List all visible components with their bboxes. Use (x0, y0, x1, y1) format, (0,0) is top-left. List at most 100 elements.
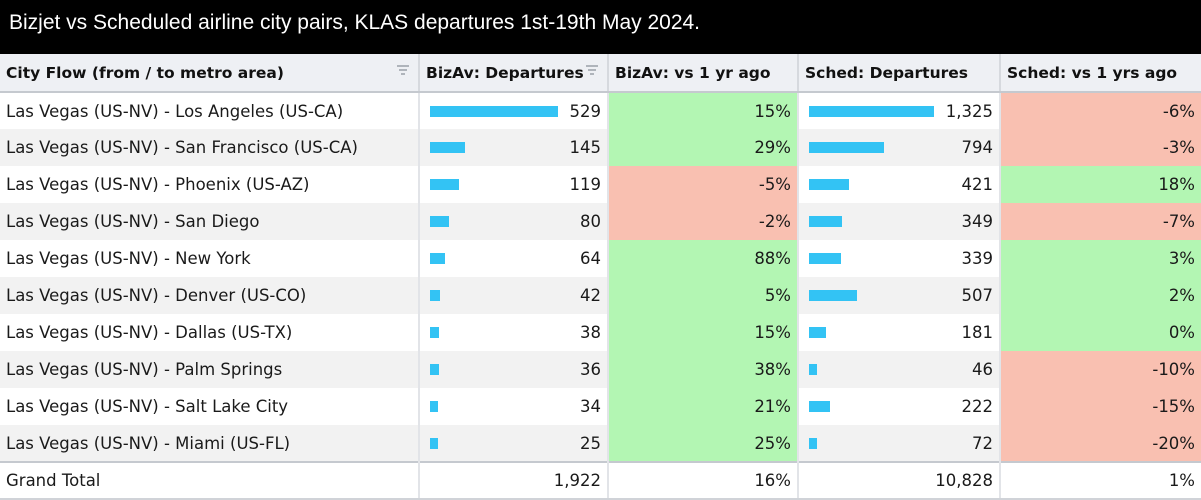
sched-departures-value: 349 (961, 212, 994, 231)
city-flow-cell: Las Vegas (US-NV) - Los Angeles (US-CA) (0, 92, 420, 129)
sched-vs-yr-cell: 3% (1000, 240, 1201, 277)
city-flow-cell: Las Vegas (US-NV) - San Diego (0, 203, 420, 240)
city-flow-cell: Las Vegas (US-NV) - New York (0, 240, 420, 277)
bizav-departures-bar (430, 364, 439, 375)
table-row[interactable]: Las Vegas (US-NV) - Los Angeles (US-CA) 5… (0, 92, 1201, 129)
table-row[interactable]: Las Vegas (US-NV) - Phoenix (US-AZ) 119 -5… (0, 166, 1201, 203)
bizav-vs-yr-cell: 15% (608, 92, 799, 129)
bizav-departures-cell: 145 (419, 129, 609, 166)
sched-departures-cell: 349 (798, 203, 1001, 240)
bizav-departures-value: 25 (580, 433, 601, 453)
sched-departures-bar (809, 253, 841, 264)
table-body: Las Vegas (US-NV) - Los Angeles (US-CA) 5… (0, 92, 1201, 462)
bizav-departures-bar (430, 216, 449, 227)
sched-departures-bar (809, 179, 849, 190)
column-header-sched-departures[interactable]: Sched: Departures (798, 54, 1001, 93)
bizav-vs-yr-cell: 21% (608, 388, 799, 425)
sched-departures-cell: 339 (798, 240, 1001, 277)
bizav-departures-value: 36 (580, 360, 601, 379)
sched-vs-yr-cell: -7% (1000, 203, 1201, 240)
column-header-bizav-vs-yr[interactable]: BizAv: vs 1 yr ago (608, 54, 799, 93)
bizav-departures-value: 64 (580, 249, 601, 268)
column-header-label: City Flow (from / to metro area) (6, 63, 284, 82)
sched-vs-yr-cell: -10% (1000, 351, 1201, 388)
bizav-vs-yr-cell: 29% (608, 129, 799, 166)
bizav-vs-yr-cell: -5% (608, 166, 799, 203)
city-flow-cell: Las Vegas (US-NV) - Salt Lake City (0, 388, 420, 425)
sched-departures-value: 72 (972, 433, 993, 453)
bizav-departures-bar (430, 438, 438, 449)
sched-vs-yr-cell: -6% (1000, 92, 1201, 129)
sched-departures-bar (809, 438, 817, 449)
sched-departures-cell: 72 (798, 425, 1001, 462)
bizav-departures-cell: 38 (419, 314, 609, 351)
sched-departures-value: 181 (961, 323, 994, 342)
table-row[interactable]: Las Vegas (US-NV) - Miami (US-FL) 25 25% 72… (0, 425, 1201, 462)
bizav-departures-cell: 36 (419, 351, 609, 388)
table-row[interactable]: Las Vegas (US-NV) - Palm Springs 36 38% 46-… (0, 351, 1201, 388)
sched-departures-cell: 46 (798, 351, 1001, 388)
sched-departures-cell: 421 (798, 166, 1001, 203)
table-row[interactable]: Las Vegas (US-NV) - Salt Lake City 34 21% 2… (0, 388, 1201, 425)
column-header-city-flow[interactable]: City Flow (from / to metro area) (0, 54, 420, 93)
table-row[interactable]: Las Vegas (US-NV) - Denver (US-CO) 42 5% 50… (0, 277, 1201, 314)
city-flow-cell: Las Vegas (US-NV) - Miami (US-FL) (0, 425, 420, 462)
sched-departures-cell: 222 (798, 388, 1001, 425)
sched-departures-bar (809, 290, 857, 301)
bizav-vs-yr-cell: 38% (608, 351, 799, 388)
sched-departures-bar (809, 106, 934, 117)
sort-icon[interactable] (585, 63, 599, 77)
sched-departures-cell: 1,325 (798, 92, 1001, 129)
sched-vs-yr-cell: -3% (1000, 129, 1201, 166)
column-header-sched-vs-yr[interactable]: Sched: vs 1 yrs ago (1000, 54, 1201, 93)
bizav-departures-cell: 80 (419, 203, 609, 240)
sched-departures-cell: 794 (798, 129, 1001, 166)
column-header-bizav-departures[interactable]: BizAv: Departures (419, 54, 609, 93)
sched-departures-cell: 507 (798, 277, 1001, 314)
grand-total-label: Grand Total (0, 461, 420, 500)
sched-departures-cell: 181 (798, 314, 1001, 351)
bizav-departures-value: 38 (580, 323, 601, 342)
table-row[interactable]: Las Vegas (US-NV) - San Francisco (US-CA… (0, 129, 1201, 166)
bizav-departures-bar (430, 253, 445, 264)
table-row[interactable]: Las Vegas (US-NV) - San Diego 80 -2% 349 -7% (0, 203, 1201, 240)
grand-total-bizav-vs-yr: 16% (608, 461, 799, 500)
sched-vs-yr-cell: -20% (1000, 425, 1201, 462)
grand-total-sched-departures: 10,828 (798, 461, 1001, 500)
grand-total-bizav-departures: 1,922 (419, 461, 609, 500)
bizav-departures-value: 145 (569, 138, 602, 157)
bizav-departures-bar (430, 401, 438, 412)
page-title: Bizjet vs Scheduled airline city pairs, … (0, 0, 1201, 54)
column-header-label: Sched: Departures (805, 63, 968, 82)
table-row[interactable]: Las Vegas (US-NV) - New York 64 88% 339 3% (0, 240, 1201, 277)
sched-departures-value: 46 (972, 360, 993, 379)
city-pairs-table: City Flow (from / to metro area) BizAv: … (0, 54, 1201, 500)
table-row[interactable]: Las Vegas (US-NV) - Dallas (US-TX) 38 15% 1… (0, 314, 1201, 351)
city-flow-cell: Las Vegas (US-NV) - Palm Springs (0, 351, 420, 388)
bizav-departures-bar (430, 290, 440, 301)
header-row: City Flow (from / to metro area) BizAv: … (0, 54, 1201, 93)
bizav-departures-value: 34 (580, 397, 601, 416)
bizav-departures-value: 42 (580, 286, 601, 305)
bizav-departures-bar (430, 106, 558, 117)
data-table-container: City Flow (from / to metro area) BizAv: … (0, 54, 1201, 500)
bizav-departures-value: 119 (569, 175, 602, 194)
column-header-label: Sched: vs 1 yrs ago (1007, 63, 1178, 82)
sched-vs-yr-cell: 2% (1000, 277, 1201, 314)
bizav-departures-cell: 529 (419, 92, 609, 129)
sched-departures-bar (809, 327, 826, 338)
bizav-vs-yr-cell: 25% (608, 425, 799, 462)
city-flow-cell: Las Vegas (US-NV) - Phoenix (US-AZ) (0, 166, 420, 203)
sort-icon[interactable] (396, 63, 410, 77)
sched-departures-bar (809, 401, 830, 412)
bizav-departures-cell: 42 (419, 277, 609, 314)
sched-departures-value: 794 (961, 138, 994, 157)
sched-departures-bar (809, 364, 817, 375)
bizav-departures-bar (430, 179, 459, 190)
sched-departures-value: 507 (961, 286, 994, 305)
bizav-departures-cell: 64 (419, 240, 609, 277)
bizav-vs-yr-cell: 15% (608, 314, 799, 351)
bizav-vs-yr-cell: 88% (608, 240, 799, 277)
city-flow-cell: Las Vegas (US-NV) - Dallas (US-TX) (0, 314, 420, 351)
bizav-departures-cell: 34 (419, 388, 609, 425)
